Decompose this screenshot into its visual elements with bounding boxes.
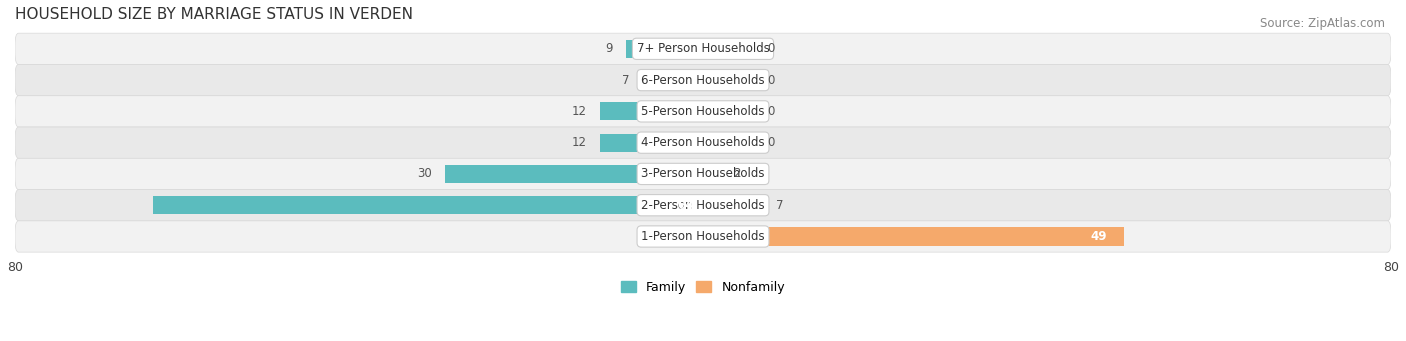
Bar <box>600 134 703 152</box>
Text: 5-Person Households: 5-Person Households <box>641 105 765 118</box>
Text: 0: 0 <box>768 42 775 55</box>
Text: 1-Person Households: 1-Person Households <box>641 230 765 243</box>
Bar <box>444 165 703 183</box>
Text: 6-Person Households: 6-Person Households <box>641 74 765 87</box>
Bar <box>703 196 763 214</box>
FancyBboxPatch shape <box>15 64 1391 96</box>
Bar <box>703 40 755 58</box>
Text: 7: 7 <box>623 74 630 87</box>
Text: 12: 12 <box>572 105 586 118</box>
Text: 49: 49 <box>1091 230 1108 243</box>
FancyBboxPatch shape <box>15 158 1391 190</box>
Bar <box>703 102 755 120</box>
Bar <box>703 134 755 152</box>
Bar <box>703 165 720 183</box>
Bar <box>600 102 703 120</box>
Text: 9: 9 <box>605 42 613 55</box>
Bar <box>703 227 1125 246</box>
FancyBboxPatch shape <box>15 96 1391 127</box>
Text: 2-Person Households: 2-Person Households <box>641 199 765 212</box>
Text: 30: 30 <box>418 167 432 180</box>
Text: 0: 0 <box>768 105 775 118</box>
FancyBboxPatch shape <box>15 127 1391 158</box>
Bar <box>703 71 755 89</box>
Text: 4-Person Households: 4-Person Households <box>641 136 765 149</box>
FancyBboxPatch shape <box>15 190 1391 221</box>
Bar <box>643 71 703 89</box>
Text: Source: ZipAtlas.com: Source: ZipAtlas.com <box>1260 17 1385 30</box>
Text: 3-Person Households: 3-Person Households <box>641 167 765 180</box>
Bar <box>153 196 703 214</box>
Text: 12: 12 <box>572 136 586 149</box>
Text: 2: 2 <box>733 167 741 180</box>
FancyBboxPatch shape <box>15 221 1391 252</box>
FancyBboxPatch shape <box>15 33 1391 64</box>
Text: 0: 0 <box>768 74 775 87</box>
Text: 7+ Person Households: 7+ Person Households <box>637 42 769 55</box>
Text: 64: 64 <box>678 199 693 212</box>
Text: HOUSEHOLD SIZE BY MARRIAGE STATUS IN VERDEN: HOUSEHOLD SIZE BY MARRIAGE STATUS IN VER… <box>15 7 413 22</box>
Bar <box>626 40 703 58</box>
Legend: Family, Nonfamily: Family, Nonfamily <box>616 276 790 299</box>
Text: 0: 0 <box>768 136 775 149</box>
Text: 7: 7 <box>776 199 783 212</box>
